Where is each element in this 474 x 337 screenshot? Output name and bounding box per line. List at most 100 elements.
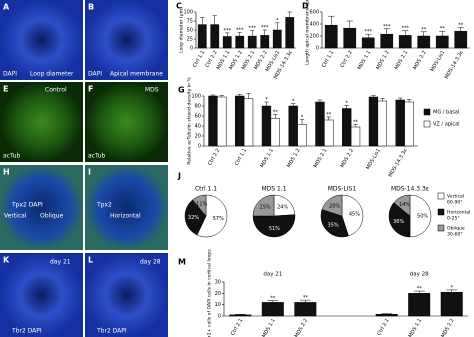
error-bar <box>219 95 224 97</box>
error-bar <box>439 30 446 36</box>
y-tick-label: 200 <box>309 34 319 40</box>
bar <box>270 118 280 147</box>
error-bar <box>287 11 292 18</box>
y-tick-label: 10 <box>215 302 221 308</box>
x-tick-label: Ctrl 2.2 <box>339 50 353 69</box>
significance: ** <box>270 296 276 302</box>
bar <box>285 17 295 49</box>
y-tick-label: 50 <box>187 28 193 34</box>
image-label: Tbr2 DAPI <box>96 328 127 335</box>
bar <box>361 37 375 49</box>
error-bar <box>406 99 412 102</box>
image-label: DAPI <box>88 71 102 78</box>
image-label: Tbr2 DAPI <box>11 328 42 335</box>
bar <box>408 293 431 317</box>
error-bar <box>210 94 216 96</box>
micrograph <box>85 165 168 250</box>
y-tick-label: 30 <box>215 280 221 286</box>
significance: *** <box>383 24 391 30</box>
bar <box>229 314 252 317</box>
pie-slice <box>388 202 411 238</box>
y-tick-label: 75 <box>187 19 193 25</box>
error-bar <box>446 289 458 293</box>
significance: *** <box>402 26 410 32</box>
error-bar <box>383 28 390 35</box>
image-label: Tpx2 DAPI <box>11 202 43 209</box>
bar <box>294 302 317 317</box>
pie-title: MDS-14.3.3ε <box>391 186 429 193</box>
error-bar <box>273 114 278 119</box>
legend-label: MG / basal <box>433 110 459 116</box>
bar <box>235 95 245 147</box>
error-bar <box>328 15 335 26</box>
image-label: acTub <box>88 153 106 160</box>
significance: ** <box>303 295 309 301</box>
pie-value-label: 35% <box>328 222 339 228</box>
panel-letter: E <box>3 85 8 94</box>
micrograph <box>85 0 168 80</box>
error-bar <box>237 94 242 96</box>
significance: *** <box>261 25 269 31</box>
pie-slice <box>273 194 296 217</box>
error-bar <box>402 30 409 36</box>
error-bar <box>275 22 280 30</box>
panel-letter: D <box>302 2 309 11</box>
panel-letter: I <box>88 168 91 177</box>
bar <box>375 314 398 317</box>
panel-letter: A <box>3 3 10 12</box>
pie-slice <box>196 194 228 238</box>
y-tick-label: 0 <box>190 46 193 52</box>
panel-letter: C <box>176 2 182 11</box>
pie-slice <box>252 194 275 217</box>
y-tick-label: 0 <box>316 46 319 52</box>
image-label: acTub <box>3 153 21 160</box>
panel-letter: L <box>88 256 93 265</box>
legend-range: 30-60° <box>447 232 463 238</box>
image-label: Vertical <box>4 213 27 220</box>
y-axis-label: Length apical membrane (µm) <box>305 0 311 65</box>
error-bar <box>299 119 305 125</box>
x-tick-label: MDS 1.1 <box>357 50 373 71</box>
error-bar <box>326 116 331 120</box>
image-label: day 28 <box>140 259 161 266</box>
y-tick-label: 60 <box>195 114 201 120</box>
error-bar <box>225 32 230 37</box>
significance: *** <box>224 28 232 34</box>
bar <box>247 35 257 49</box>
pie-title: MDS-LIS1 <box>328 186 357 193</box>
pie-slice <box>409 194 432 238</box>
x-tick-label: Ctrl 1.1 <box>321 50 335 69</box>
panel-letter: B <box>88 3 94 12</box>
pie-value-label: 14% <box>399 202 410 208</box>
bar <box>297 124 307 147</box>
y-axis-label: Relative acTubulin strand density in % <box>187 77 193 165</box>
significance: * <box>301 115 304 121</box>
x-tick-label: MDS 2.1 <box>394 50 410 71</box>
bar <box>377 100 387 147</box>
bar <box>435 35 449 49</box>
significance: *** <box>365 29 373 35</box>
pie-value-label: 51% <box>269 226 280 232</box>
y-axis-label: Loop diameter (µm) <box>179 7 185 53</box>
x-tick-label: MDS-Lis1 <box>430 50 447 73</box>
x-tick-label: MDS 1.1 <box>259 148 275 169</box>
bar <box>440 291 463 317</box>
x-tick-label: MDS 2.2 <box>294 318 310 337</box>
bar <box>342 108 352 147</box>
micrograph <box>0 165 83 250</box>
panel-letter: M <box>178 258 186 267</box>
legend-range: 0-25° <box>447 216 460 222</box>
legend-swatch <box>437 192 445 200</box>
bar <box>197 24 207 49</box>
pie-value-label: 11% <box>196 202 207 208</box>
significance: * <box>292 99 295 105</box>
pie-slice <box>393 194 411 217</box>
pie-value-label: 36% <box>393 219 404 225</box>
y-tick-label: 25 <box>187 37 193 43</box>
panel-letter: F <box>88 85 93 94</box>
bar <box>398 35 412 49</box>
error-bar <box>250 30 255 37</box>
x-tick-label: MDS-Lis1 <box>365 148 382 171</box>
image-label: DAPI <box>3 71 17 78</box>
